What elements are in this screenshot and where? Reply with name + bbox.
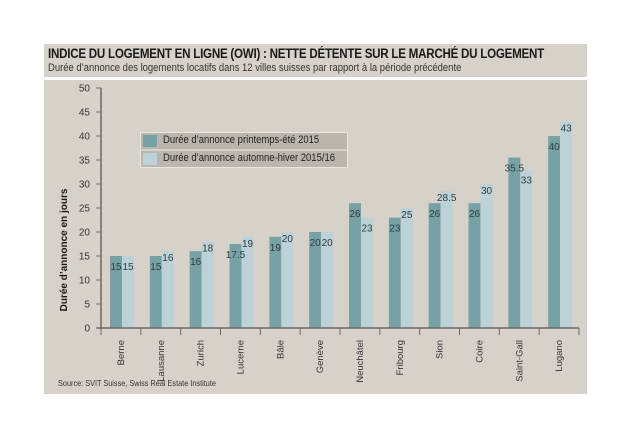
- bar-series1: [428, 203, 441, 328]
- value-label-series1: 19: [270, 243, 282, 254]
- value-label-series2: 43: [561, 124, 573, 135]
- bar-series2: [281, 232, 294, 328]
- value-label-series2: 20: [282, 234, 294, 245]
- y-tick-label: 0: [84, 324, 90, 335]
- bar-series1: [269, 236, 282, 328]
- legend-item-series1: Durée d’annonce printemps-été 2015: [141, 133, 347, 149]
- bar-series2: [440, 191, 453, 328]
- y-tick-label: 5: [84, 300, 90, 311]
- bar-series2: [161, 251, 174, 328]
- bar-series1: [349, 203, 361, 328]
- value-label-series2: 20: [322, 238, 334, 249]
- bar-series1: [309, 232, 322, 328]
- value-label-series2: 18: [202, 244, 214, 255]
- value-label-series1: 23: [389, 224, 401, 235]
- y-tick-label: 10: [79, 276, 91, 287]
- bar-series1: [508, 157, 521, 328]
- y-tick-label: 40: [79, 132, 91, 143]
- bar-series1: [189, 251, 202, 328]
- legend-label-series1: Durée d’annonce printemps-été 2015: [163, 134, 320, 146]
- category-label: Berne: [116, 340, 127, 365]
- y-tick-label: 50: [79, 84, 91, 95]
- chart-subtitle: Durée d’annonce des logements locatifs d…: [48, 62, 462, 74]
- y-tick-label: 30: [79, 180, 91, 191]
- value-label-series1: 17.5: [226, 250, 246, 261]
- value-label-series1: 16: [190, 257, 202, 268]
- y-tick-label: 15: [79, 252, 91, 263]
- legend-swatch-series1: [143, 135, 157, 147]
- category-label: Coire: [474, 340, 485, 363]
- bar-series2: [520, 169, 533, 328]
- bar-series2: [480, 184, 493, 328]
- legend-label-series2: Durée d’annonce automne-hiver 2015/16: [163, 152, 335, 164]
- bar-series2: [241, 236, 254, 328]
- category-label: Saint-Gall: [514, 340, 525, 382]
- value-label-series2: 19: [242, 239, 254, 250]
- value-label-series1: 15: [150, 262, 162, 273]
- value-label-series2: 30: [481, 186, 493, 197]
- category-label: Bâle: [275, 340, 286, 359]
- bar-series2: [321, 232, 334, 328]
- bar-series2: [201, 241, 214, 328]
- chart-title: INDICE DU LOGEMENT EN LIGNE (OWI) : NETT…: [48, 46, 545, 61]
- value-label-series1: 26: [469, 209, 481, 220]
- chart-header: INDICE DU LOGEMENT EN LIGNE (OWI) : NETT…: [44, 44, 587, 77]
- value-label-series2: 25: [401, 210, 413, 221]
- category-label: Lausanne: [156, 340, 167, 382]
- value-label-series1: 40: [549, 142, 561, 153]
- value-label-series2: 16: [162, 253, 174, 264]
- legend-item-series2: Durée d’annonce automne-hiver 2015/16: [141, 151, 347, 167]
- bar-series2: [560, 121, 573, 328]
- bar-series1: [468, 203, 481, 328]
- legend: Durée d’annonce printemps-été 2015 Durée…: [140, 132, 348, 168]
- axes-group: 0 5 10 15 20 25 30 35 40 45 50 Berne Lausanne Zurich L…: [79, 84, 580, 383]
- category-label: Fribourg: [395, 340, 406, 375]
- category-label: Sion: [435, 340, 446, 359]
- bar-series2: [361, 217, 373, 328]
- bar-series1: [548, 136, 561, 328]
- category-label: Neuchâtel: [355, 340, 366, 383]
- value-label-series1: 26: [349, 209, 361, 220]
- category-label: Lucerne: [235, 340, 246, 374]
- legend-swatch-series2: [143, 153, 157, 165]
- y-tick-label: 25: [79, 204, 91, 215]
- category-label: Lugano: [554, 340, 565, 372]
- bar-series2: [122, 256, 134, 328]
- bar-series1: [149, 256, 162, 328]
- chart-panel: 15 15 15 16 16 18 17.5 19 19 20 20 20 26 23 23 25 26 28.5…: [44, 80, 587, 394]
- y-axis-label: Durée d’annonce en jours: [59, 188, 70, 311]
- y-tick-label: 45: [79, 108, 91, 119]
- value-label-series2: 33: [521, 176, 533, 187]
- value-label-series2: 15: [122, 262, 134, 273]
- value-label-series1: 15: [110, 262, 122, 273]
- bar-series1: [110, 256, 122, 328]
- y-tick-label: 20: [79, 228, 91, 239]
- source-note: Source: SVIT Suisse, Swiss Real Estate I…: [58, 378, 216, 388]
- y-tick-label: 35: [79, 156, 91, 167]
- bar-series1: [388, 217, 401, 328]
- value-label-series2: 28.5: [437, 193, 457, 204]
- bar-series2: [400, 208, 413, 328]
- value-label-series1: 20: [310, 238, 322, 249]
- category-label: Zurich: [196, 340, 207, 366]
- value-label-series1: 26: [429, 209, 441, 220]
- value-label-series2: 23: [361, 224, 373, 235]
- category-label: Genève: [315, 340, 326, 373]
- value-label-series1: 35.5: [505, 164, 525, 175]
- bar-series1: [229, 244, 242, 328]
